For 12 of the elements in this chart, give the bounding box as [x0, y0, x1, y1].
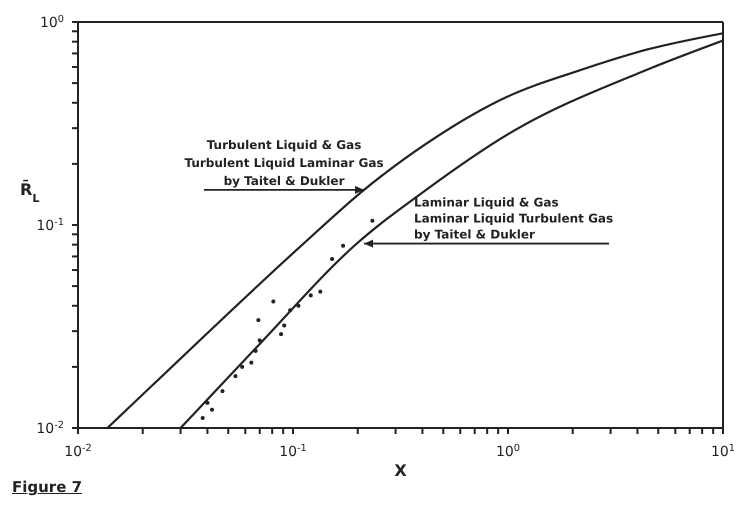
- x-tick-label: 10$^{-2}$: [64, 442, 92, 460]
- x-tick-label: 10$^{0}$: [496, 442, 520, 460]
- y-tick-label: 10$^{-2}$: [36, 420, 64, 437]
- x-axis-title: X: [394, 461, 408, 480]
- y-tick-label: 10$^{-1}$: [36, 216, 64, 234]
- y-axis-title: R̄$_{L}$: [20, 179, 40, 204]
- x-tick-label: 10$^{-1}$: [279, 442, 307, 460]
- annotation: Turbulent Liquid & Gas Turbulent Liquid Laminar Gas by Taitel & Dukler: [184, 138, 384, 188]
- y-tick-label: 10$^{0}$: [40, 14, 64, 31]
- caption: Figure 7: [12, 478, 82, 496]
- annotation: Laminar Liquid & Gas Laminar Liquid Turbulent Gas by Taitel & Dukler: [414, 196, 614, 242]
- x-tick-label: 10$^{1}$: [710, 442, 736, 460]
